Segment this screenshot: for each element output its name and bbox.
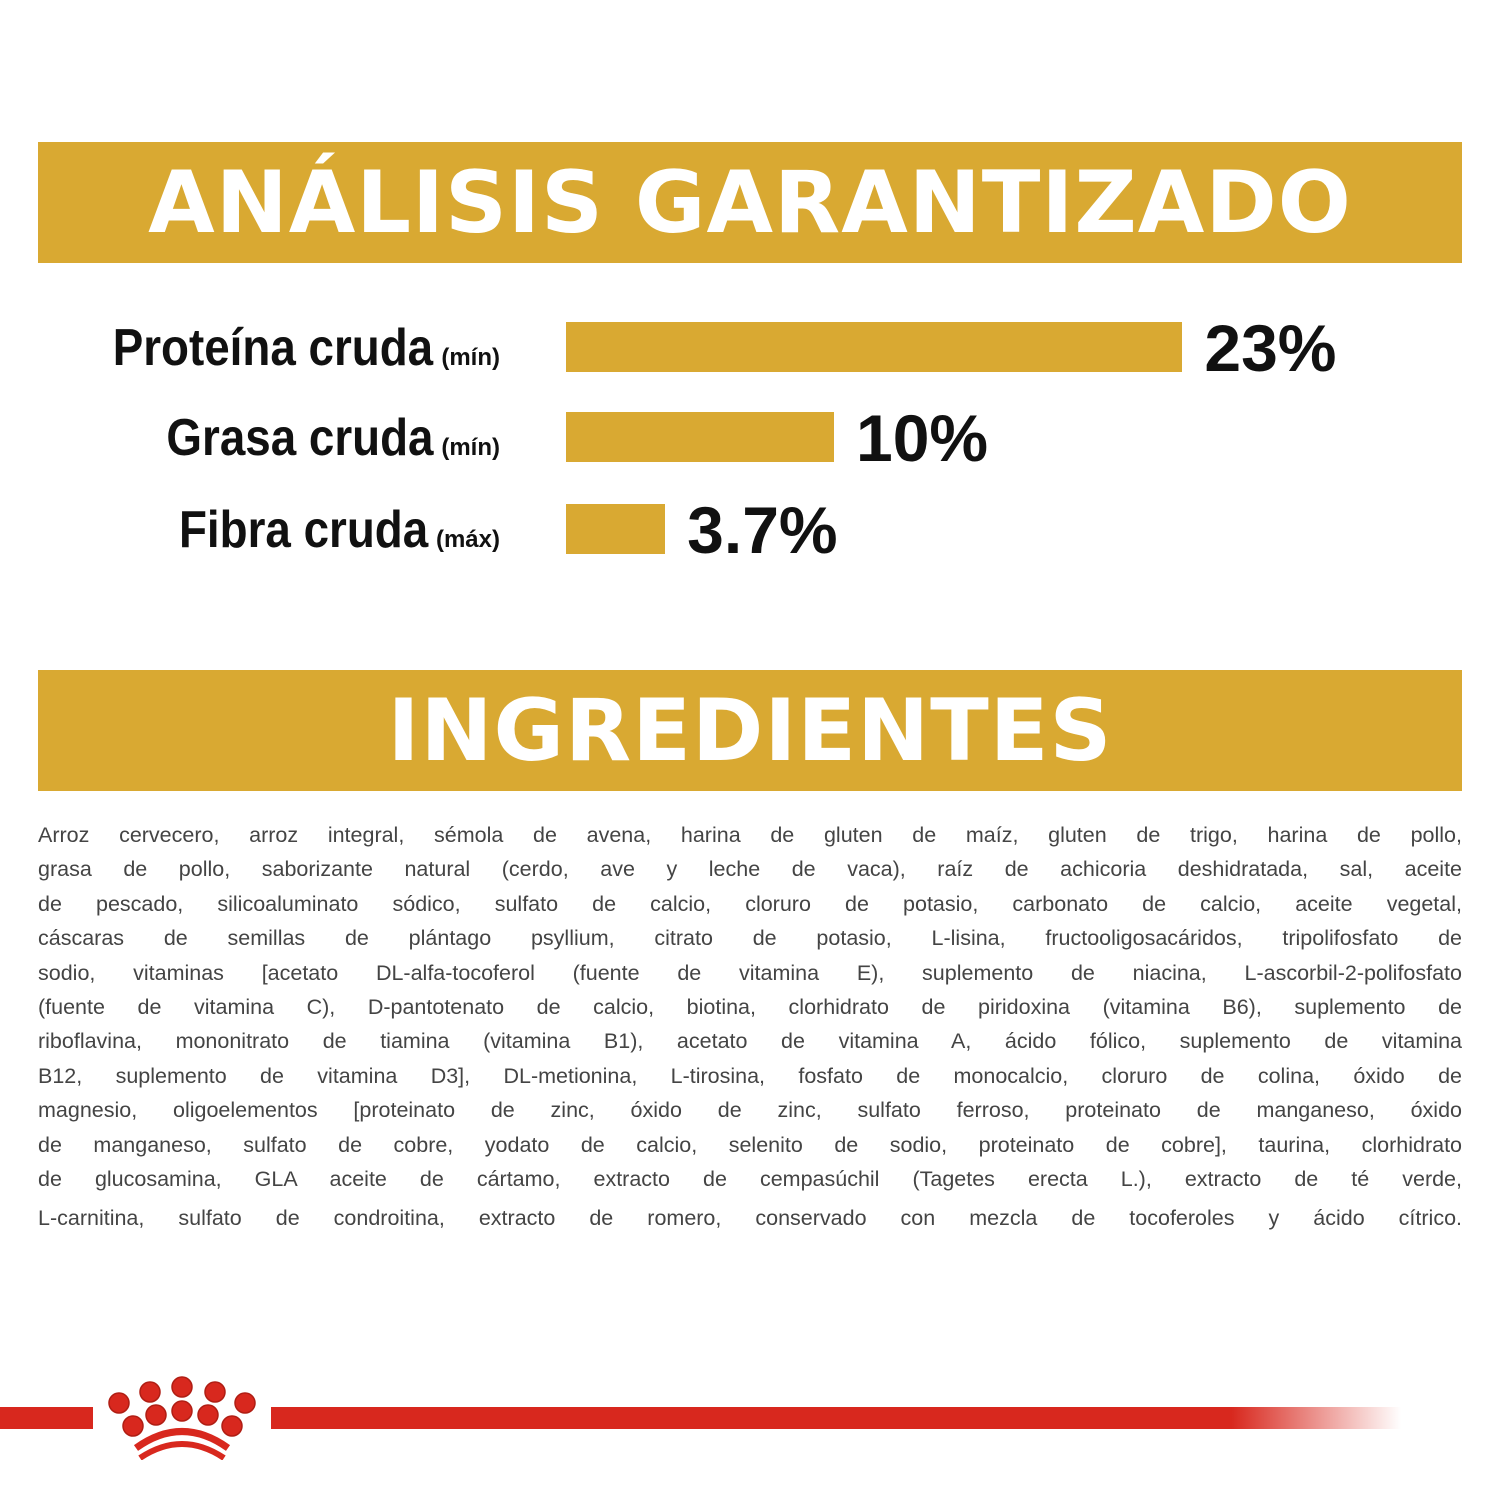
ingredients-line: cáscaras de semillas de plántago psylliu… (38, 926, 1462, 951)
category-name: Grasa cruda (166, 409, 434, 467)
category-label: Proteína cruda (mín) (69, 318, 500, 378)
chart-row: Proteína cruda (mín) 23% (0, 311, 1500, 385)
category-qualifier: (mín) (441, 344, 500, 371)
category-label: Fibra cruda (máx) (145, 500, 500, 560)
value-label: 10% (856, 401, 989, 475)
category-qualifier: (máx) (435, 526, 500, 553)
analysis-header: ANÁLISIS GARANTIZADO (38, 142, 1462, 263)
ingredients-line: grasa de pollo, saborizante natural (cer… (38, 857, 1462, 882)
red-line-left (0, 1407, 93, 1429)
ingredients-line: de pescado, silicoaluminato sódico, sulf… (38, 891, 1462, 916)
royal-canin-crown-icon (108, 1376, 256, 1460)
ingredients-line: B12, suplemento de vitamina D3], DL-meti… (38, 1063, 1462, 1088)
footer-logo-bar (0, 1376, 1401, 1460)
category-qualifier: (mín) (441, 434, 500, 461)
ingredients-text: Arroz cervecero, arroz integral, sémola … (38, 818, 1462, 1236)
ingredients-line: de glucosamina, GLA aceite de cártamo, e… (38, 1166, 1462, 1191)
ingredients-line: riboflavina, mononitrato de tiamina (vit… (38, 1029, 1462, 1054)
chart-row: Fibra cruda (máx) 3.7% (0, 493, 1500, 567)
ingredients-line: sodio, vitaminas [acetato DL-alfa-tocofe… (38, 960, 1462, 985)
ingredients-line: de manganeso, sulfato de cobre, yodato d… (38, 1132, 1462, 1157)
ingredients-line: (fuente de vitamina C), D-pantotenato de… (38, 994, 1462, 1019)
red-line-right (271, 1407, 1401, 1429)
value-label: 3.7% (687, 493, 838, 567)
chart-row: Grasa cruda (mín) 10% (0, 401, 1500, 475)
category-name: Fibra cruda (178, 501, 428, 559)
category-label: Grasa cruda (mín) (130, 408, 500, 468)
value-label: 23% (1204, 311, 1337, 385)
analysis-title: ANÁLISIS GARANTIZADO (148, 152, 1352, 253)
category-name: Proteína cruda (112, 319, 434, 377)
ingredients-line: L-carnitina, sulfato de condroitina, ext… (38, 1206, 1462, 1231)
ingredients-header: INGREDIENTES (38, 670, 1462, 791)
value-bar (566, 504, 666, 554)
value-bar (566, 412, 834, 462)
value-bar (566, 322, 1183, 372)
ingredients-title: INGREDIENTES (387, 680, 1113, 781)
ingredients-line: magnesio, oligoelementos [proteinato de … (38, 1098, 1462, 1123)
ingredients-line: Arroz cervecero, arroz integral, sémola … (38, 823, 1462, 847)
